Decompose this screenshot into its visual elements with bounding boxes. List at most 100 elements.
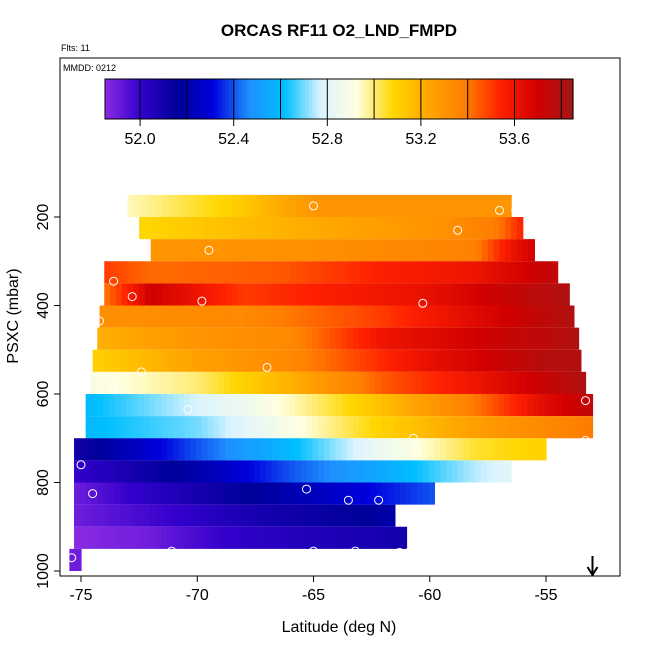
heatmap-cell bbox=[134, 305, 141, 328]
heatmap-cell bbox=[399, 482, 406, 505]
heatmap-cell bbox=[411, 482, 418, 505]
heatmap-cell bbox=[399, 526, 406, 549]
heatmap-cell bbox=[383, 283, 390, 306]
heatmap-cell bbox=[196, 327, 203, 350]
heatmap-cell bbox=[272, 217, 280, 240]
heatmap-cell bbox=[547, 305, 554, 328]
heatmap-cell bbox=[258, 371, 266, 395]
heatmap-cell bbox=[509, 327, 517, 350]
heatmap-cell bbox=[416, 482, 424, 505]
heatmap-cell bbox=[353, 416, 360, 439]
heatmap-cell bbox=[150, 261, 158, 284]
heatmap-band bbox=[74, 504, 396, 527]
heatmap-cell bbox=[208, 217, 216, 240]
heatmap-cell bbox=[74, 526, 81, 549]
heatmap-cell bbox=[277, 504, 284, 527]
heatmap-cell bbox=[516, 261, 524, 284]
heatmap-cell bbox=[74, 482, 81, 505]
heatmap-cell bbox=[137, 394, 145, 417]
heatmap-cell bbox=[335, 526, 342, 549]
heatmap-cell bbox=[469, 416, 476, 439]
heatmap-cell bbox=[190, 438, 197, 461]
colorbar-segment bbox=[335, 79, 340, 119]
heatmap-cell bbox=[294, 438, 302, 461]
heatmap-cell bbox=[360, 239, 367, 262]
heatmap-cell bbox=[143, 394, 151, 417]
heatmap-cell bbox=[312, 438, 319, 461]
x-axis-label: Latitude (deg N) bbox=[282, 619, 397, 636]
heatmap-cell bbox=[557, 349, 565, 372]
colorbar-segment bbox=[308, 79, 313, 119]
heatmap-cell bbox=[516, 349, 524, 372]
heatmap-cell bbox=[451, 438, 459, 461]
heatmap-cell bbox=[330, 349, 338, 372]
heatmap-cell bbox=[370, 327, 377, 350]
chart-title: ORCAS RF11 O2_LND_FMPD bbox=[221, 21, 457, 40]
heatmap-cell bbox=[230, 504, 238, 527]
x-tick-label: -65 bbox=[302, 587, 325, 604]
heatmap-cell bbox=[150, 194, 158, 218]
heatmap-cell bbox=[149, 482, 156, 505]
heatmap-cell bbox=[364, 438, 372, 461]
heatmap-cell bbox=[382, 504, 389, 527]
heatmap-cell bbox=[347, 327, 354, 350]
heatmap-cell bbox=[382, 327, 389, 350]
heatmap-cell bbox=[476, 217, 483, 240]
heatmap-cell bbox=[126, 394, 133, 417]
heatmap-cell bbox=[230, 438, 238, 461]
heatmap-cell bbox=[260, 394, 267, 417]
heatmap-cell bbox=[226, 194, 233, 218]
colorbar-segment bbox=[195, 79, 200, 119]
heatmap-cell bbox=[434, 394, 441, 417]
heatmap-cell bbox=[323, 504, 331, 527]
heatmap-cell bbox=[271, 482, 279, 505]
heatmap-cell bbox=[509, 394, 517, 417]
heatmap-cell bbox=[479, 371, 487, 395]
heatmap-cell bbox=[156, 239, 163, 262]
date-label: MMDD: 0212 bbox=[63, 63, 116, 73]
heatmap-cell bbox=[272, 194, 280, 218]
heatmap-cell bbox=[341, 416, 348, 439]
heatmap-cell bbox=[372, 305, 380, 328]
heatmap-cell bbox=[179, 217, 187, 240]
heatmap-cell bbox=[254, 394, 261, 417]
heatmap-cell bbox=[378, 305, 386, 328]
heatmap-cell bbox=[429, 217, 437, 240]
heatmap-cell bbox=[516, 239, 524, 262]
heatmap-cell bbox=[470, 261, 477, 284]
heatmap-cell bbox=[230, 526, 238, 549]
heatmap-cell bbox=[500, 305, 508, 328]
heatmap-cell bbox=[346, 371, 353, 395]
heatmap-cell bbox=[487, 283, 495, 306]
heatmap-cell bbox=[336, 261, 344, 284]
heatmap-cell bbox=[534, 349, 541, 372]
heatmap-cell bbox=[398, 371, 405, 395]
heatmap-cell bbox=[120, 460, 127, 483]
heatmap-cell bbox=[226, 239, 233, 262]
heatmap-band bbox=[85, 394, 594, 417]
heatmap-cell bbox=[508, 371, 516, 395]
heatmap-cell bbox=[444, 371, 452, 395]
heatmap-cell bbox=[341, 460, 348, 483]
heatmap-cell bbox=[149, 394, 156, 417]
heatmap-cell bbox=[107, 371, 115, 395]
heatmap-cell bbox=[319, 194, 326, 218]
heatmap-cell bbox=[242, 416, 249, 439]
heatmap-cell bbox=[450, 371, 458, 395]
colorbar-segment bbox=[255, 79, 260, 119]
heatmap-cell bbox=[318, 327, 325, 350]
heatmap-cell bbox=[191, 283, 198, 306]
heatmap-cell bbox=[459, 305, 467, 328]
heatmap-cell bbox=[435, 283, 442, 306]
heatmap-cell bbox=[111, 305, 118, 328]
heatmap-cell bbox=[562, 394, 569, 417]
heatmap-band bbox=[90, 371, 587, 395]
heatmap-cell bbox=[125, 371, 132, 395]
heatmap-cell bbox=[174, 261, 181, 284]
colorbar-segment bbox=[248, 79, 253, 119]
heatmap-cell bbox=[419, 305, 426, 328]
heatmap-cell bbox=[220, 239, 227, 262]
colorbar-tick-label: 52.8 bbox=[312, 131, 343, 148]
heatmap-cell bbox=[103, 394, 110, 417]
heatmap-cell bbox=[204, 305, 211, 328]
